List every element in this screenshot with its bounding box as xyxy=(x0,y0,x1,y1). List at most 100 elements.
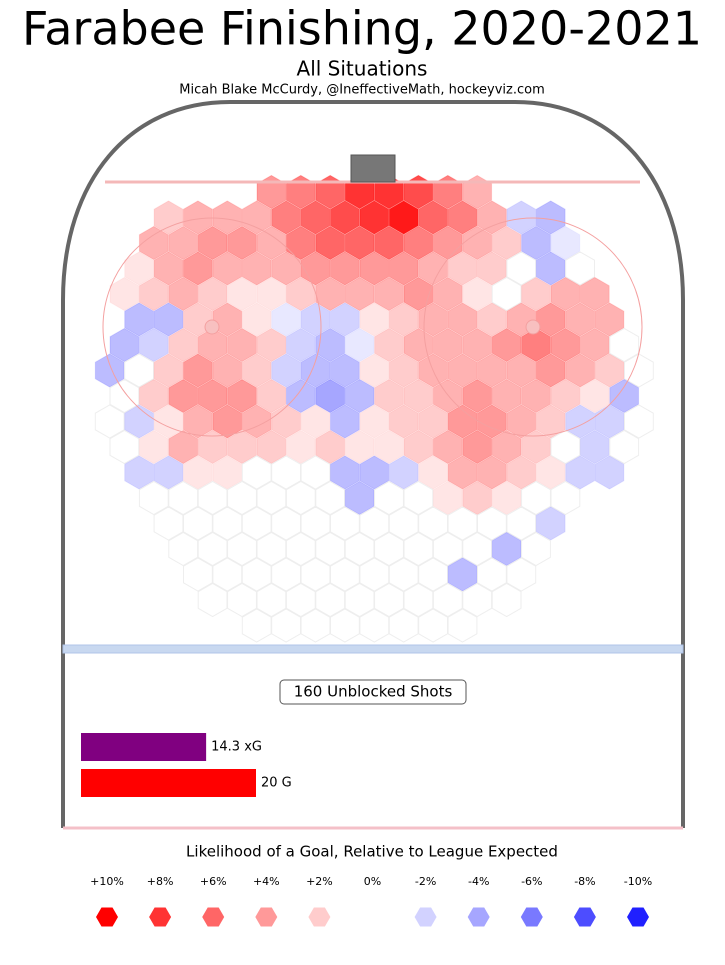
hex xyxy=(183,251,213,286)
hex xyxy=(535,251,566,286)
hex xyxy=(462,429,493,465)
hex xyxy=(344,327,375,363)
hex xyxy=(227,378,257,414)
hex xyxy=(403,174,434,210)
hex xyxy=(359,200,390,235)
legend-label: +10% xyxy=(90,875,124,888)
hex xyxy=(359,302,390,337)
hex xyxy=(477,302,507,337)
hex xyxy=(447,608,478,643)
hex xyxy=(447,557,478,592)
bar xyxy=(81,733,207,761)
hex xyxy=(579,327,610,363)
hex xyxy=(256,378,287,414)
hex-layer xyxy=(94,174,654,643)
net xyxy=(350,154,396,183)
hex xyxy=(285,378,316,414)
hex xyxy=(212,404,243,439)
hex xyxy=(491,531,522,567)
hex xyxy=(168,429,199,465)
hex xyxy=(491,327,522,363)
hex xyxy=(138,225,169,261)
hex xyxy=(124,302,154,337)
hex xyxy=(403,480,434,516)
hex xyxy=(285,276,316,312)
legend-label: 0% xyxy=(364,875,381,888)
hex xyxy=(594,302,625,337)
hex xyxy=(241,302,272,337)
hex xyxy=(565,302,595,337)
annotation: 160 Unblocked Shots xyxy=(294,683,453,701)
hex xyxy=(241,506,272,541)
hex xyxy=(168,276,199,312)
legend-swatch xyxy=(308,907,331,927)
hex xyxy=(535,455,566,490)
hex xyxy=(550,327,581,363)
hex xyxy=(521,429,551,465)
hex xyxy=(535,353,566,388)
faceoff-circle xyxy=(423,217,643,437)
blue-line xyxy=(62,644,684,654)
hex xyxy=(609,378,640,414)
hex xyxy=(462,225,493,261)
hex xyxy=(315,327,346,363)
faceoff-dot xyxy=(525,319,541,335)
hex xyxy=(153,251,184,286)
legend-swatch xyxy=(573,907,596,927)
hex xyxy=(271,251,301,286)
hex xyxy=(403,327,434,363)
legend-label: -2% xyxy=(415,875,436,888)
hex xyxy=(462,327,493,363)
hex xyxy=(330,404,360,439)
hex xyxy=(197,378,228,414)
hex xyxy=(535,302,566,337)
hex xyxy=(271,608,301,643)
hex xyxy=(197,276,228,312)
legend-label: -6% xyxy=(521,875,542,888)
hex xyxy=(197,480,228,516)
hex xyxy=(521,480,551,516)
hex xyxy=(462,378,493,414)
hex xyxy=(330,302,360,337)
hex xyxy=(359,251,390,286)
hex xyxy=(359,506,390,541)
hex xyxy=(227,276,257,312)
legend-label: +2% xyxy=(306,875,333,888)
hex xyxy=(300,455,331,490)
hex xyxy=(432,378,463,414)
hex xyxy=(477,200,507,235)
hex xyxy=(285,327,316,363)
hex xyxy=(227,225,257,261)
hex xyxy=(447,404,478,439)
hex xyxy=(124,251,154,286)
hex xyxy=(94,353,125,388)
hex xyxy=(535,404,566,439)
hex xyxy=(256,480,287,516)
hex xyxy=(344,378,375,414)
hex xyxy=(315,276,346,312)
hex xyxy=(477,557,507,592)
hex xyxy=(535,200,566,235)
bar-label: 14.3 xG xyxy=(211,740,262,755)
hex xyxy=(491,276,522,312)
hex xyxy=(594,353,625,388)
hex xyxy=(374,582,404,618)
hex xyxy=(285,582,316,618)
hex xyxy=(197,225,228,261)
hex xyxy=(183,455,213,490)
hex xyxy=(506,404,537,439)
hex xyxy=(491,225,522,261)
chart-subtitle: All Situations xyxy=(297,57,428,81)
hex xyxy=(403,429,434,465)
hex xyxy=(153,353,184,388)
hex xyxy=(241,200,272,235)
hex xyxy=(418,506,448,541)
hex xyxy=(330,455,360,490)
hex xyxy=(447,506,478,541)
hex xyxy=(477,455,507,490)
hex xyxy=(330,557,360,592)
hex xyxy=(579,276,610,312)
hex xyxy=(359,404,390,439)
legend-swatch xyxy=(96,907,118,927)
